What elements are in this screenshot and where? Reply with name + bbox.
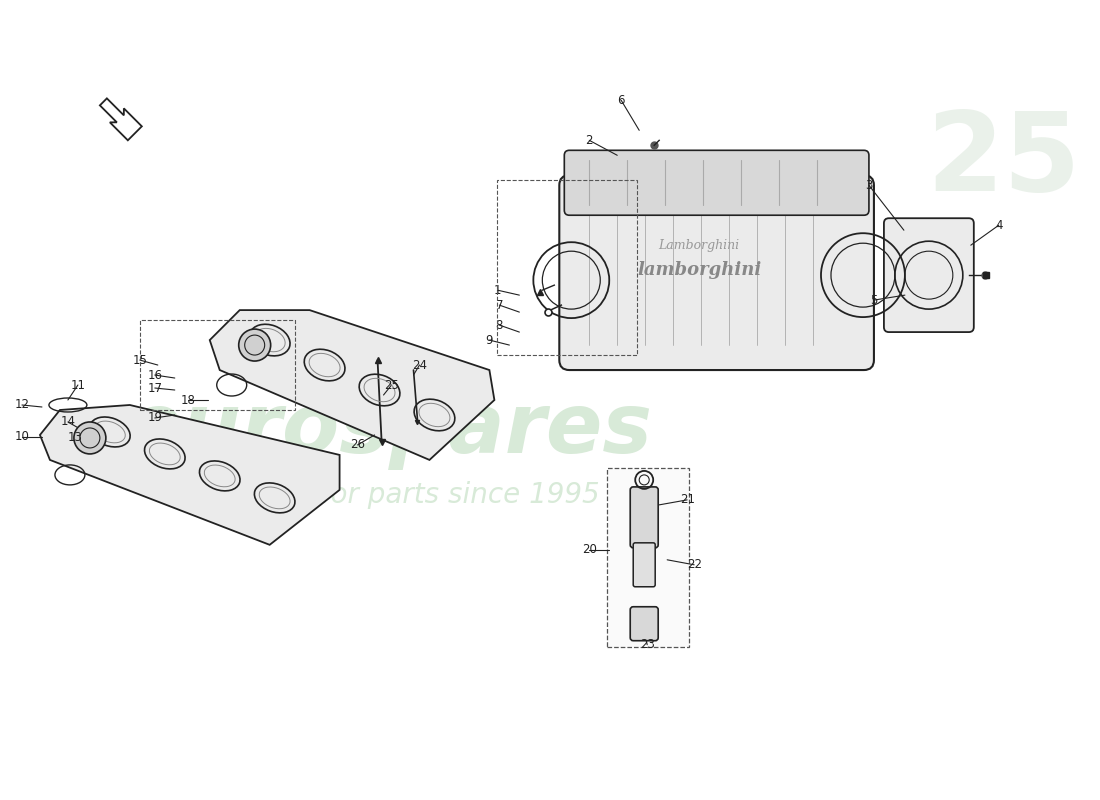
FancyBboxPatch shape [559,175,873,370]
Polygon shape [40,405,340,545]
Text: 25: 25 [926,106,1081,214]
Text: lamborghini: lamborghini [637,261,761,279]
FancyBboxPatch shape [607,468,690,646]
Text: 10: 10 [14,430,30,443]
Text: 16: 16 [147,369,163,382]
Text: 13: 13 [67,431,82,445]
Text: 19: 19 [147,411,163,425]
FancyBboxPatch shape [564,150,869,215]
Text: 3: 3 [866,178,872,192]
Text: 2: 2 [585,134,593,147]
Text: 22: 22 [686,558,702,571]
Text: 7: 7 [496,298,503,312]
Text: 18: 18 [180,394,195,406]
Text: 5: 5 [870,294,878,306]
FancyBboxPatch shape [634,543,656,586]
Text: 9: 9 [485,334,493,346]
Text: 26: 26 [350,438,365,451]
Text: 6: 6 [617,94,625,107]
Text: 8: 8 [496,318,503,331]
FancyBboxPatch shape [884,218,974,332]
Text: 15: 15 [132,354,147,366]
Text: 20: 20 [582,543,596,556]
FancyBboxPatch shape [630,606,658,641]
Text: 4: 4 [996,218,1002,232]
Polygon shape [210,310,494,460]
Circle shape [239,329,271,361]
Text: 12: 12 [14,398,30,411]
Text: eurospares: eurospares [126,390,653,470]
Text: 17: 17 [147,382,163,394]
Text: 24: 24 [412,358,427,371]
Circle shape [74,422,106,454]
Text: 21: 21 [680,494,695,506]
Text: 23: 23 [640,638,654,651]
Text: 25: 25 [384,378,399,391]
Text: 14: 14 [60,415,76,429]
Text: 1: 1 [494,284,502,297]
Text: 11: 11 [70,378,86,391]
FancyBboxPatch shape [630,487,658,548]
Text: a passion for parts since 1995: a passion for parts since 1995 [179,481,600,509]
Text: Lamborghini: Lamborghini [659,238,739,252]
